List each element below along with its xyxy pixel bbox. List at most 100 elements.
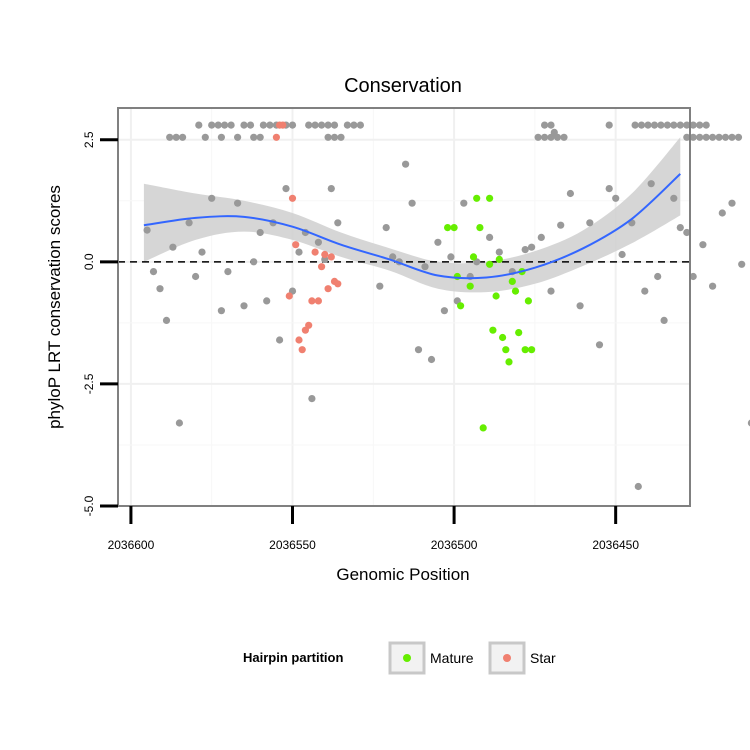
point-star <box>311 248 319 256</box>
point-other <box>660 316 668 324</box>
legend-label-star: Star <box>530 650 556 666</box>
point-star <box>285 292 293 300</box>
point-mature <box>515 329 523 337</box>
point-other <box>631 121 639 129</box>
point-star <box>324 285 332 293</box>
point-other <box>179 133 187 141</box>
point-other <box>350 121 358 129</box>
point-other <box>702 133 710 141</box>
point-star <box>288 194 297 202</box>
point-other <box>550 128 558 136</box>
point-other <box>314 238 322 246</box>
point-other <box>637 121 646 129</box>
point-mature <box>508 277 516 285</box>
point-other <box>728 133 736 141</box>
point-other <box>318 121 326 129</box>
point-other <box>641 287 649 295</box>
point-other <box>605 185 613 193</box>
point-other <box>156 285 164 293</box>
gridlines <box>118 108 690 507</box>
point-other <box>192 272 200 281</box>
point-other <box>537 233 545 241</box>
point-other <box>308 395 316 403</box>
legend-swatch-star <box>503 654 511 662</box>
point-other <box>605 121 613 129</box>
plot-border <box>117 107 691 507</box>
point-other <box>376 282 384 290</box>
point-star <box>334 280 342 288</box>
point-mature <box>505 358 513 366</box>
confidence-band-layer <box>143 137 681 293</box>
point-other <box>327 185 335 193</box>
point-other <box>683 228 691 237</box>
smooth-line-layer <box>143 173 681 280</box>
point-other <box>337 133 345 141</box>
point-other <box>647 180 655 188</box>
point-other <box>709 133 717 141</box>
chart-title: Conservation <box>344 75 462 97</box>
point-other <box>702 121 710 129</box>
point-other <box>311 121 319 129</box>
point-star <box>314 297 322 305</box>
point-other <box>747 419 750 427</box>
point-star <box>279 121 287 129</box>
x-axis-label: Genomic Position <box>336 565 469 584</box>
point-mature <box>502 346 510 354</box>
point-other <box>324 133 332 141</box>
point-other <box>566 189 575 198</box>
point-mature <box>495 255 503 263</box>
point-mature <box>521 346 529 354</box>
point-other <box>528 243 536 251</box>
legend-label-mature: Mature <box>430 650 474 666</box>
point-other <box>343 121 351 129</box>
point-other <box>699 241 707 249</box>
y-tick-label: -2.5 <box>82 373 96 394</box>
point-mature <box>473 194 481 202</box>
point-star <box>327 253 335 261</box>
point-other <box>288 121 297 129</box>
point-other <box>221 121 229 129</box>
point-other <box>330 133 339 141</box>
point-other <box>696 121 704 129</box>
point-other <box>217 133 225 141</box>
point-other <box>734 133 743 141</box>
point-star <box>292 241 300 249</box>
point-mature <box>524 297 533 305</box>
point-other <box>169 243 177 251</box>
point-other <box>208 194 216 202</box>
point-other <box>718 209 726 217</box>
legend: Hairpin partition Mature Star <box>243 641 556 675</box>
point-star <box>318 263 326 271</box>
point-star <box>298 346 306 354</box>
point-other <box>521 246 529 254</box>
point-other <box>715 133 723 141</box>
point-mature <box>457 302 465 310</box>
point-other <box>650 121 659 129</box>
point-other <box>227 121 235 129</box>
point-other <box>560 133 568 141</box>
point-other <box>234 133 242 141</box>
point-mature <box>492 292 500 300</box>
point-other <box>263 297 271 305</box>
point-other <box>612 194 620 202</box>
point-other <box>654 272 662 281</box>
y-tick-label: -5.0 <box>82 495 96 516</box>
point-other <box>738 260 746 268</box>
point-other <box>408 199 416 207</box>
point-other <box>486 233 494 241</box>
point-other <box>696 133 704 141</box>
point-other <box>689 121 697 129</box>
point-other <box>198 248 206 256</box>
point-other <box>149 268 158 276</box>
point-other <box>334 219 342 227</box>
point-other <box>250 258 258 266</box>
point-other <box>657 121 665 129</box>
point-other <box>185 219 193 227</box>
point-other <box>166 133 174 141</box>
point-other <box>172 133 180 141</box>
point-other <box>421 263 429 271</box>
point-other <box>195 121 203 129</box>
point-other <box>162 316 171 324</box>
point-other <box>259 121 267 129</box>
point-other <box>276 336 284 344</box>
